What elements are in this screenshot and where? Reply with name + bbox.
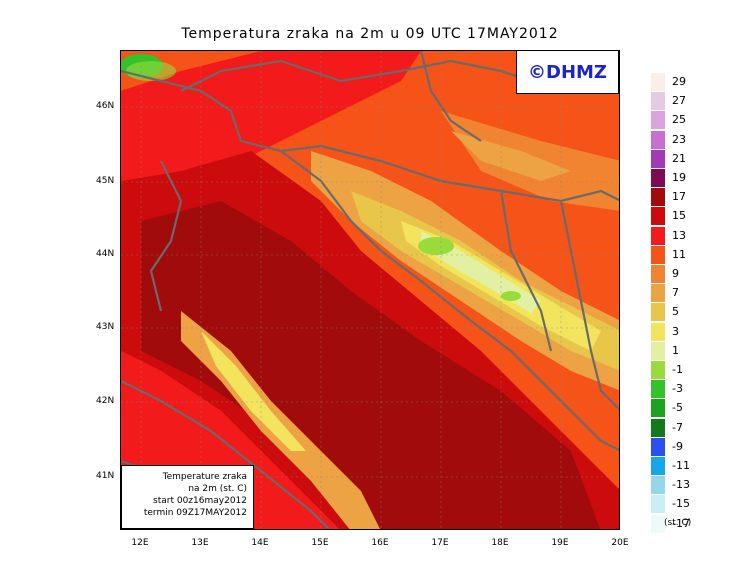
lat-label: 44N (96, 249, 115, 259)
legend-swatch (651, 380, 665, 399)
legend-label: 21 (672, 151, 686, 165)
legend-label: 15 (672, 209, 686, 223)
legend-swatch (651, 341, 665, 360)
lat-label: 41N (96, 471, 115, 481)
lon-label: 14E (251, 538, 269, 548)
info-line-2: na 2m (st. C) (188, 484, 247, 494)
legend-label: 25 (672, 113, 686, 127)
map-title: Temperatura zraka na 2m u 09 UTC 17MAY20… (181, 26, 559, 42)
legend-swatch (651, 495, 665, 514)
lon-label: 16E (371, 538, 389, 548)
legend-swatch (651, 169, 665, 187)
lon-label: 17E (431, 538, 449, 548)
info-line-1: Temperature zraka (162, 472, 247, 482)
legend-label: 7 (672, 286, 679, 300)
legend-label: -5 (672, 401, 683, 415)
lat-label: 46N (96, 101, 115, 111)
lon-label: 18E (491, 538, 509, 548)
legend-swatch (651, 130, 665, 149)
legend-swatch (651, 476, 665, 495)
lat-label: 43N (96, 322, 115, 332)
legend-label: 1 (672, 343, 679, 357)
legend-label: 19 (672, 171, 686, 184)
legend-label: 9 (672, 267, 679, 280)
lon-label: 19E (551, 538, 569, 548)
legend-label: 5 (672, 305, 679, 319)
legend-label: 11 (672, 247, 686, 261)
legend-swatch (651, 149, 665, 168)
legend-label: 17 (672, 190, 686, 204)
legend-label: -11 (672, 459, 690, 472)
info-box: Temperature zraka na 2m (st. C) start 00… (121, 465, 254, 529)
legend-label: 27 (672, 94, 686, 108)
lat-label: 42N (96, 396, 115, 406)
legend-swatch (651, 399, 665, 418)
legend-swatch (651, 245, 665, 264)
temperature-map (120, 50, 620, 530)
lat-label: 45N (96, 176, 115, 186)
temperature-field (121, 51, 619, 529)
legend-swatch (651, 303, 665, 322)
legend-label: -13 (672, 478, 690, 492)
legend-label: 13 (672, 228, 686, 242)
info-line-3: start 00z16may2012 (153, 496, 247, 506)
legend-swatch (651, 361, 665, 379)
legend-swatch (651, 265, 665, 283)
lon-label: 15E (311, 538, 329, 548)
legend-swatch (651, 73, 665, 91)
legend-label: -9 (672, 439, 683, 453)
legend-swatch (651, 437, 665, 456)
legend-unit: (st. C) (664, 518, 692, 528)
legend-label: 23 (672, 132, 686, 146)
legend-swatch (651, 111, 665, 130)
legend-label: 29 (672, 75, 686, 88)
legend-swatch (651, 322, 665, 341)
lon-label: 12E (131, 538, 149, 548)
legend-swatch (651, 284, 665, 303)
legend-label: 3 (672, 324, 679, 338)
legend-label: -7 (672, 420, 683, 434)
legend-swatch (651, 207, 665, 226)
legend-label: -17 (672, 516, 690, 530)
legend-label: -3 (672, 382, 683, 396)
lon-label: 13E (191, 538, 209, 548)
legend-swatch (651, 514, 665, 533)
legend-swatch (651, 92, 665, 111)
legend-swatch (651, 226, 665, 245)
legend-swatch (651, 418, 665, 437)
legend-swatch (651, 188, 665, 207)
dhmz-logo: ©DHMZ (516, 50, 619, 94)
info-line-4: termin 09Z17MAY2012 (143, 508, 247, 518)
legend-label: -1 (672, 363, 683, 376)
legend-label: -15 (672, 497, 690, 511)
lon-label: 20E (611, 538, 629, 548)
legend-swatch (651, 457, 665, 475)
